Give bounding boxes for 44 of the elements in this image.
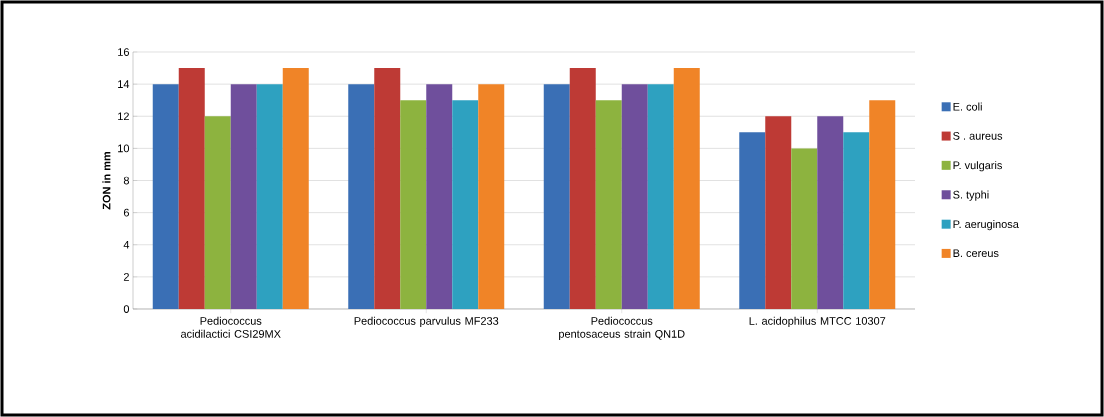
bar [543, 84, 570, 309]
bar [478, 84, 505, 309]
bar [817, 116, 844, 309]
bar [426, 84, 453, 309]
bar [621, 84, 648, 309]
bar [739, 132, 766, 309]
legend-label: S. typhi [953, 190, 989, 201]
x-tick-label: Pediococcus pentosaceus strain QN1D [559, 316, 685, 340]
y-tick-label: 16 [118, 48, 129, 56]
bar [178, 68, 205, 309]
bar [647, 84, 674, 309]
y-tick-label: 6 [123, 208, 129, 217]
bar [595, 100, 622, 309]
y-tick-label: 14 [118, 80, 130, 88]
legend-label: E. coli [953, 102, 982, 111]
bar [348, 84, 375, 309]
x-tick-label: Pediococcus parvulus MF233 [354, 316, 499, 327]
bar [843, 132, 870, 309]
bar [452, 100, 479, 309]
bar [152, 84, 179, 309]
x-tick-label: Pediococcus acidilactici CSI29MX [180, 316, 281, 338]
bar [230, 84, 257, 309]
legend-label: P. vulgaris [953, 161, 1002, 172]
y-tick-label: 4 [123, 240, 130, 249]
y-tick-label: 12 [118, 112, 129, 121]
bar [869, 100, 896, 309]
bar [673, 68, 700, 309]
bar [282, 68, 309, 309]
bar [374, 68, 401, 309]
y-tick-label: 10 [118, 144, 130, 153]
bar [400, 100, 427, 309]
y-tick-label: 8 [123, 176, 129, 185]
bar [256, 84, 283, 309]
y-tick-label: 2 [123, 273, 129, 281]
legend-label: B. cereus [953, 249, 999, 258]
bar [204, 116, 231, 309]
legend-label: S . aureus [953, 132, 1003, 140]
y-axis-title: ZON in mm [102, 151, 111, 210]
legend-label: P. aeruginosa [953, 219, 1019, 231]
bar [791, 148, 818, 309]
bar [569, 68, 596, 309]
y-tick-label: 0 [123, 305, 130, 313]
bar [765, 116, 792, 309]
x-tick-label: L. acidophilus MTCC 10307 [749, 316, 886, 327]
